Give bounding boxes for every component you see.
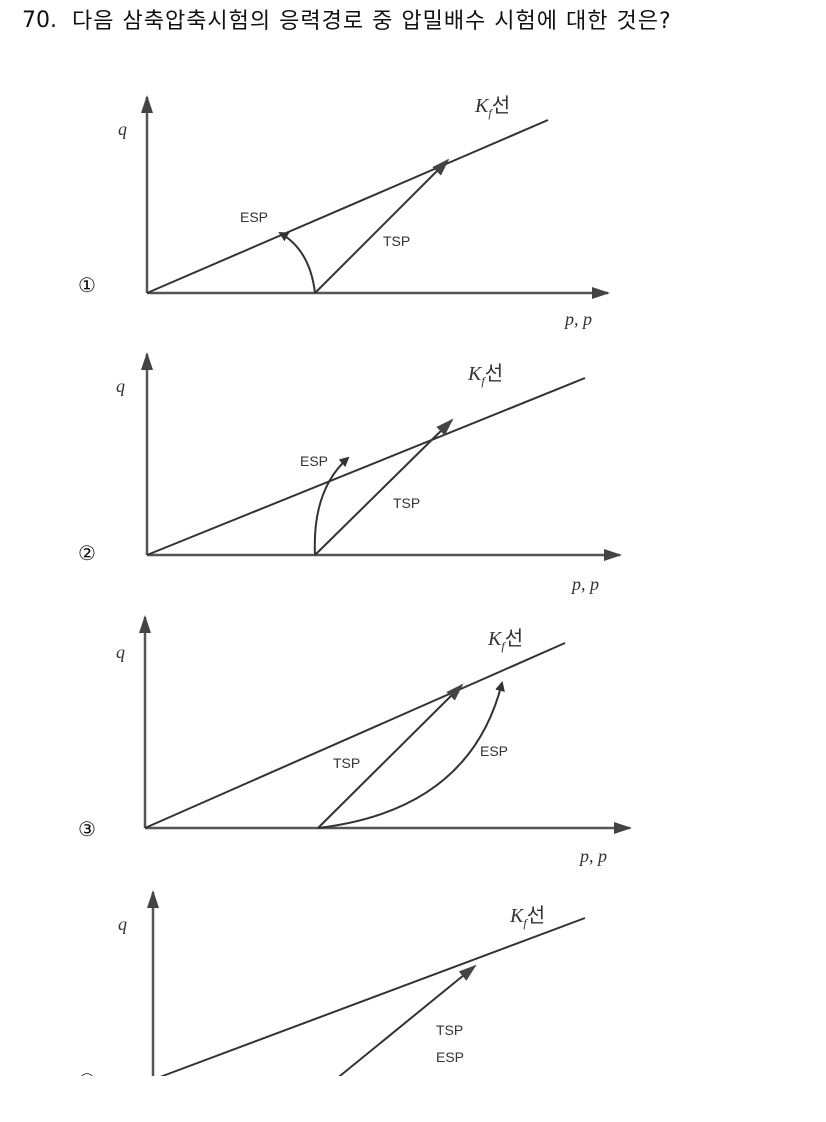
option-marker[interactable]: ② (78, 541, 96, 565)
option-4-diagram[interactable]: q Kf선 TSP ESP ④ (78, 890, 586, 1093)
kf-line (146, 377, 586, 556)
p-label: p, p (570, 574, 599, 594)
kf-label: Kf선 (509, 904, 545, 930)
tsp-label: TSP (333, 755, 360, 771)
kf-line (144, 642, 566, 829)
tsp-label: TSP (383, 233, 410, 249)
kf-label: Kf선 (487, 627, 523, 653)
tsp-label: TSP (436, 1022, 463, 1038)
option-1-diagram[interactable]: q Kf선 ESP TSP ① p, p (78, 94, 610, 329)
tsp-esp-arrow (334, 964, 477, 1081)
esp-arrow (317, 681, 505, 829)
option-2-diagram[interactable]: q Kf선 ESP TSP ② p, p (78, 352, 622, 594)
p-label: p, p (578, 846, 607, 866)
esp-label: ESP (240, 209, 268, 225)
esp-label: ESP (300, 453, 328, 469)
option-3-diagram[interactable]: q Kf선 TSP ESP ③ p, p (78, 615, 632, 866)
question-text: 다음 삼축압축시험의 응력경로 중 압밀배수 시험에 대한 것은? (72, 9, 672, 34)
p-label: p, p (563, 309, 592, 329)
option-marker[interactable]: ③ (78, 817, 96, 841)
q-label: q (116, 376, 125, 396)
kf-label: Kf선 (474, 94, 510, 120)
q-label: q (116, 642, 125, 662)
esp-arrow (313, 456, 350, 556)
kf-line (146, 119, 549, 294)
page-cutoff (0, 1076, 826, 1122)
esp-arrow (278, 232, 316, 294)
tsp-arrow (314, 418, 454, 556)
option-marker[interactable]: ① (78, 273, 96, 297)
tsp-arrow (317, 683, 464, 829)
kf-label: Kf선 (467, 362, 503, 388)
esp-label: ESP (436, 1049, 464, 1065)
kf-line (159, 917, 586, 1078)
question-number: 70. (22, 8, 57, 33)
q-label: q (118, 914, 127, 934)
tsp-arrow (314, 158, 450, 294)
tsp-label: TSP (393, 495, 420, 511)
esp-label: ESP (480, 743, 508, 759)
q-label: q (118, 119, 127, 139)
